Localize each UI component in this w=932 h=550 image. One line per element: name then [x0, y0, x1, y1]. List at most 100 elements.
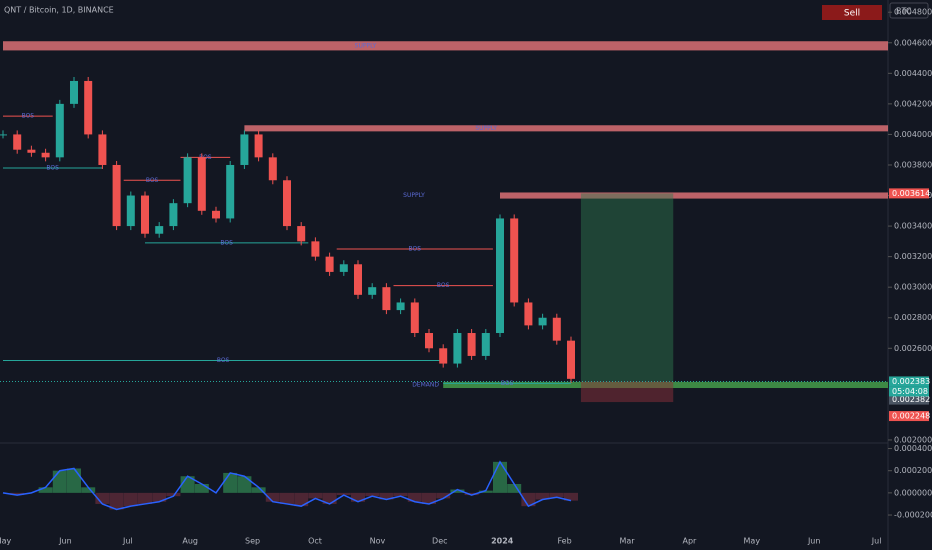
price-tag [889, 376, 929, 387]
candle [141, 195, 149, 234]
osc-bar [407, 492, 422, 502]
x-tick-label: Apr [682, 537, 697, 546]
bos-label: BOS [46, 165, 59, 172]
zone [3, 41, 888, 51]
osc-bar [379, 492, 394, 500]
price-tag [889, 394, 929, 405]
osc-bar [521, 492, 536, 507]
zone [244, 125, 888, 132]
candle [567, 340, 575, 379]
osc-bar [308, 492, 323, 499]
candle [0, 134, 7, 136]
candle [268, 157, 277, 181]
y-tick-label: 0.003200 [894, 252, 932, 261]
osc-bar [322, 492, 337, 504]
osc-bar [52, 470, 67, 493]
candle [425, 333, 433, 349]
osc-bar [436, 492, 451, 499]
x-tick-label: Dec [432, 537, 447, 546]
osc-bar [464, 492, 479, 496]
candle [396, 302, 405, 311]
osc-bar [507, 484, 522, 493]
x-tick-label: 2024 [491, 537, 514, 546]
candle [126, 195, 135, 227]
sell-button[interactable] [822, 5, 882, 20]
countdown-bg [889, 386, 929, 397]
price-tag-label: 0.002248 [892, 412, 930, 421]
osc-bar [351, 492, 365, 502]
price-tag-label: 0.003614 [892, 189, 930, 198]
candle [325, 256, 334, 272]
currency[interactable]: BTC [896, 7, 912, 16]
candle [212, 210, 220, 219]
x-tick-label: Jul [871, 537, 882, 546]
osc-tick-label: 0.000200 [894, 466, 932, 475]
x-tick-label: Mar [619, 537, 635, 546]
osc-tick-label: -0.000200 [894, 511, 932, 520]
y-tick-label: 0.004800 [894, 8, 932, 17]
bos-label: BOS [220, 239, 233, 246]
osc-bar [450, 489, 465, 493]
candle [84, 80, 93, 135]
countdown: 05:04:08 [892, 387, 928, 396]
candle [453, 333, 462, 364]
x-tick-label: Jul [122, 537, 133, 546]
candle [55, 103, 64, 158]
candle [311, 241, 320, 257]
candle [70, 80, 78, 104]
osc-bar [294, 492, 309, 507]
y-tick-label: 0.002800 [894, 313, 932, 322]
candle [382, 287, 391, 311]
y-tick-label: 0.003800 [894, 160, 932, 169]
osc-bar [223, 472, 238, 493]
y-tick-label: 0.004000 [894, 130, 932, 139]
zone [500, 192, 888, 199]
candle [197, 157, 206, 211]
osc-bar [564, 492, 578, 501]
osc-bar [123, 492, 138, 507]
osc-bar [194, 484, 209, 493]
candle [510, 218, 519, 303]
osc-bar [38, 487, 53, 493]
stop-zone [580, 381, 674, 403]
symbol-title: QNT / Bitcoin, 1D, BINANCE [4, 6, 114, 15]
osc-bar [478, 490, 493, 493]
candle [496, 218, 504, 334]
zone-label: SUPPLY [403, 192, 425, 199]
osc-bar [280, 492, 294, 504]
candle [27, 149, 36, 153]
osc-tick-label: 0.000400 [894, 444, 932, 453]
sell-label[interactable]: Sell [844, 9, 860, 19]
price-tag-label: 0.002383 [892, 377, 930, 386]
y-tick-label: 0.004200 [894, 99, 932, 108]
osc-bar [95, 492, 110, 504]
y-tick-label: 0.003000 [894, 283, 932, 292]
osc-bar [251, 487, 266, 493]
price-tag [889, 411, 929, 422]
osc-bar [237, 476, 252, 493]
candle [112, 164, 121, 227]
candle [552, 317, 561, 341]
osc-bar [265, 492, 280, 502]
price-tag [889, 188, 929, 199]
candle [183, 157, 192, 204]
x-tick-label: Oct [308, 537, 322, 546]
candle [538, 317, 547, 326]
candle [368, 287, 377, 295]
osc-bar [138, 492, 152, 504]
x-tick-label: Sep [245, 537, 260, 546]
zone-label: SUPPLY [475, 125, 497, 132]
candle [155, 226, 164, 234]
currency-box[interactable] [889, 2, 929, 19]
osc-bar [365, 492, 380, 497]
bos-label: BOS [437, 282, 450, 289]
candle [98, 134, 107, 165]
x-tick-label: May [0, 537, 12, 546]
bos-label: BOS [146, 177, 159, 184]
candle [13, 134, 22, 150]
osc-bar [67, 468, 81, 493]
osc-line [2, 460, 572, 511]
y-tick-label: 0.002000 [894, 435, 932, 444]
candle [283, 180, 291, 227]
osc-bar [393, 492, 408, 497]
